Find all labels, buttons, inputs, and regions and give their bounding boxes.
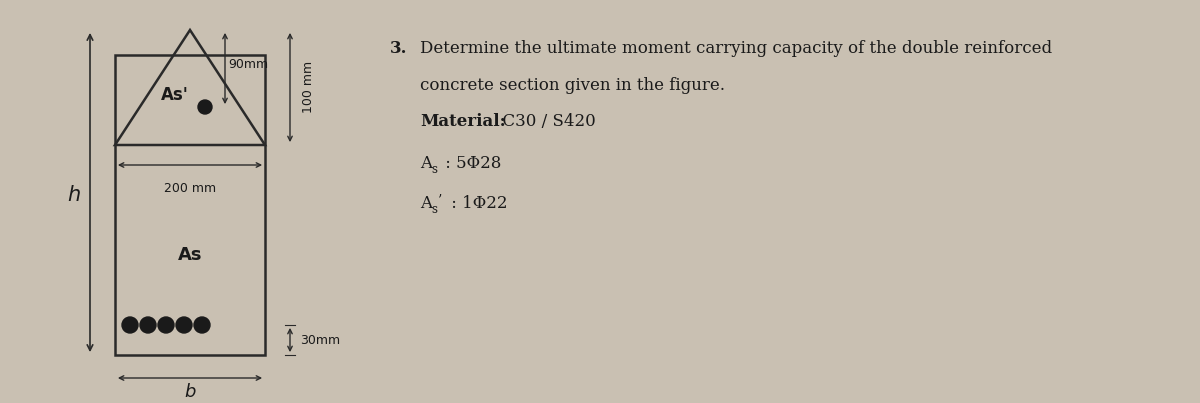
Text: : 1Φ22: : 1Φ22 [446,195,508,212]
Bar [115,55,265,355]
Circle shape [198,100,212,114]
Text: As: As [178,246,203,264]
Circle shape [176,317,192,333]
Text: s: s [431,163,437,176]
Text: concrete section given in the figure.: concrete section given in the figure. [420,77,725,94]
Circle shape [140,317,156,333]
Circle shape [194,317,210,333]
Text: s: s [431,203,437,216]
Text: Material:: Material: [420,113,505,130]
Text: C30 / S420: C30 / S420 [492,113,595,130]
Text: 90mm: 90mm [228,58,268,71]
Circle shape [122,317,138,333]
Text: ’: ’ [438,193,443,207]
Text: A: A [420,155,432,172]
Text: h: h [67,185,80,205]
Text: As': As' [161,86,188,104]
Text: 200 mm: 200 mm [164,182,216,195]
Text: Determine the ultimate moment carrying capacity of the double reinforced: Determine the ultimate moment carrying c… [420,40,1052,57]
Circle shape [158,317,174,333]
Text: 100 mm: 100 mm [302,61,314,113]
Text: A: A [420,195,432,212]
Text: 3.: 3. [390,40,408,57]
Text: b: b [185,383,196,401]
Text: 30mm: 30mm [300,334,340,347]
Text: : 5Φ28: : 5Φ28 [440,155,502,172]
